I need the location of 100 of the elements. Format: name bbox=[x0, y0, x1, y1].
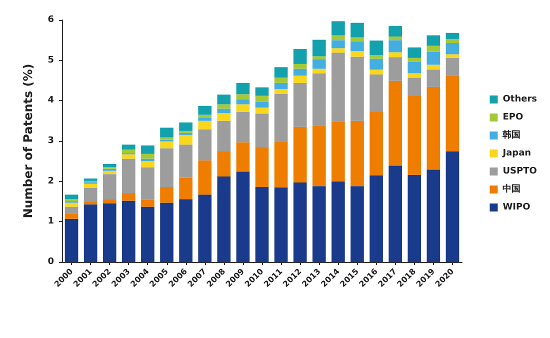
bar bbox=[312, 40, 326, 56]
bar bbox=[350, 186, 364, 262]
bar bbox=[255, 114, 269, 148]
bar bbox=[293, 82, 307, 127]
bar bbox=[274, 82, 288, 89]
bar bbox=[141, 158, 154, 162]
bar bbox=[84, 201, 98, 204]
bar bbox=[370, 111, 383, 176]
bar bbox=[388, 40, 402, 52]
bar bbox=[332, 21, 345, 36]
bar bbox=[255, 108, 269, 114]
bar bbox=[84, 188, 98, 202]
bar bbox=[332, 48, 345, 53]
bar bbox=[426, 64, 440, 70]
bar bbox=[236, 82, 250, 94]
bar bbox=[426, 170, 440, 262]
y-axis-title: Number of Patents (%) bbox=[21, 64, 35, 218]
bar bbox=[408, 58, 422, 62]
bar bbox=[274, 141, 288, 188]
bar bbox=[293, 49, 307, 64]
bar bbox=[217, 94, 231, 104]
bar bbox=[408, 73, 422, 78]
bar bbox=[236, 112, 250, 142]
bar bbox=[408, 174, 422, 262]
bar bbox=[217, 113, 231, 121]
bar bbox=[236, 94, 250, 100]
bar bbox=[388, 57, 402, 81]
bar bbox=[236, 172, 250, 262]
bar bbox=[179, 178, 192, 200]
legend-label: Others bbox=[502, 94, 538, 104]
bar bbox=[370, 70, 383, 74]
bar bbox=[446, 58, 460, 76]
bar bbox=[274, 94, 288, 142]
bar bbox=[217, 120, 231, 152]
bar bbox=[198, 114, 212, 118]
bar bbox=[141, 200, 154, 207]
bar bbox=[141, 154, 154, 159]
bar bbox=[217, 108, 231, 114]
legend-label: EPO bbox=[502, 112, 524, 122]
bar bbox=[217, 104, 231, 109]
bar bbox=[255, 87, 269, 96]
bar bbox=[102, 204, 116, 262]
bar bbox=[370, 175, 383, 262]
bar bbox=[350, 37, 364, 42]
bar bbox=[217, 176, 231, 262]
bar bbox=[160, 148, 174, 187]
bar bbox=[312, 68, 326, 74]
bar bbox=[426, 70, 440, 87]
bar bbox=[312, 73, 326, 126]
bar bbox=[408, 78, 422, 96]
bar bbox=[179, 199, 192, 262]
y-tick-label: 3 bbox=[48, 136, 54, 146]
bar bbox=[198, 129, 212, 160]
bar bbox=[255, 96, 269, 102]
y-tick-label: 2 bbox=[48, 176, 54, 186]
bar bbox=[255, 102, 269, 108]
bar bbox=[64, 194, 78, 200]
bar bbox=[370, 58, 383, 70]
bar bbox=[102, 170, 116, 174]
bar bbox=[332, 52, 345, 122]
bar bbox=[255, 186, 269, 262]
bar bbox=[198, 194, 212, 262]
bar bbox=[446, 76, 460, 152]
bar bbox=[198, 160, 212, 195]
bar bbox=[198, 118, 212, 121]
bar bbox=[274, 67, 288, 78]
bar bbox=[179, 144, 192, 178]
bar bbox=[388, 166, 402, 262]
bar bbox=[312, 125, 326, 186]
bar bbox=[141, 167, 154, 200]
bar bbox=[388, 26, 402, 37]
bar bbox=[274, 88, 288, 94]
bar bbox=[274, 187, 288, 262]
bar bbox=[102, 164, 116, 168]
bar bbox=[255, 147, 269, 187]
bar bbox=[236, 142, 250, 172]
bar bbox=[426, 52, 440, 65]
legend-label: Japan bbox=[502, 148, 532, 158]
bar bbox=[312, 186, 326, 262]
bar bbox=[426, 46, 440, 52]
bar bbox=[388, 36, 402, 40]
y-tick-label: 5 bbox=[48, 55, 54, 66]
bar bbox=[141, 206, 154, 262]
bar bbox=[179, 134, 192, 145]
bar bbox=[446, 54, 460, 58]
bar bbox=[332, 40, 345, 48]
bar bbox=[236, 104, 250, 112]
bar bbox=[350, 41, 364, 52]
bar bbox=[350, 51, 364, 57]
legend-label: WIPO bbox=[502, 202, 531, 212]
bar bbox=[64, 214, 78, 219]
bar bbox=[446, 38, 460, 43]
legend-label: 中国 bbox=[502, 184, 521, 194]
bar bbox=[426, 35, 440, 46]
bar bbox=[388, 80, 402, 166]
bar bbox=[122, 149, 136, 154]
bar bbox=[350, 120, 364, 186]
bar bbox=[179, 122, 192, 131]
bar bbox=[332, 181, 345, 262]
bar bbox=[332, 35, 345, 40]
